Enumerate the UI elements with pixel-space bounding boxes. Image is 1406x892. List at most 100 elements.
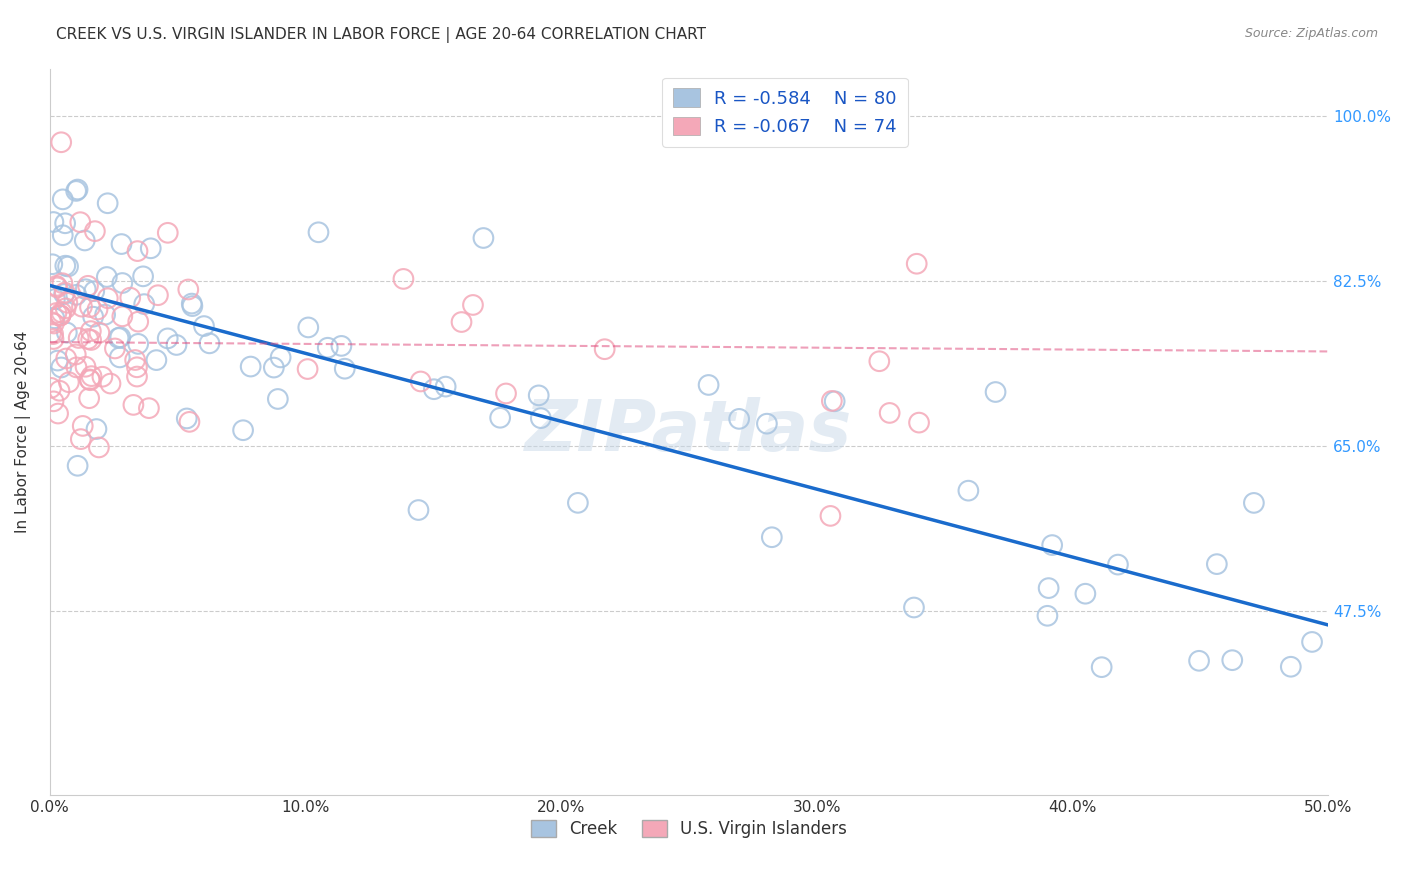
- Point: [91, 369, 114, 384]
- Point: [86, 422, 108, 436]
- Point: [66, 182, 89, 196]
- Point: [134, 297, 156, 311]
- Point: [316, 341, 339, 355]
- Point: [72, 418, 94, 433]
- Point: [86, 302, 108, 317]
- Point: [132, 269, 155, 284]
- Point: [42, 332, 65, 346]
- Point: [181, 299, 204, 313]
- Point: [472, 231, 495, 245]
- Point: [179, 415, 201, 429]
- Point: [697, 378, 720, 392]
- Point: [46, 407, 69, 421]
- Point: [138, 401, 160, 416]
- Point: [908, 416, 931, 430]
- Point: [46, 353, 69, 368]
- Point: [127, 315, 149, 329]
- Point: [107, 331, 129, 345]
- Point: [51, 305, 73, 319]
- Point: [49, 309, 72, 323]
- Point: [77, 332, 100, 346]
- Point: [1301, 635, 1323, 649]
- Point: [1074, 587, 1097, 601]
- Point: [820, 508, 842, 523]
- Point: [263, 360, 285, 375]
- Point: [100, 376, 122, 391]
- Point: [79, 373, 101, 387]
- Point: [177, 283, 200, 297]
- Point: [53, 287, 76, 301]
- Point: [39, 315, 62, 329]
- Point: [77, 278, 100, 293]
- Point: [75, 359, 97, 374]
- Point: [53, 259, 76, 273]
- Point: [87, 441, 110, 455]
- Point: [67, 331, 90, 345]
- Point: [44, 311, 66, 326]
- Point: [65, 184, 87, 198]
- Point: [567, 496, 589, 510]
- Y-axis label: In Labor Force | Age 20-64: In Labor Force | Age 20-64: [15, 330, 31, 533]
- Point: [94, 308, 117, 322]
- Point: [97, 291, 120, 305]
- Point: [527, 388, 550, 402]
- Point: [42, 394, 65, 409]
- Point: [905, 257, 928, 271]
- Point: [297, 320, 319, 334]
- Point: [45, 306, 67, 320]
- Text: Source: ZipAtlas.com: Source: ZipAtlas.com: [1244, 27, 1378, 40]
- Point: [1205, 557, 1227, 571]
- Point: [156, 331, 179, 345]
- Point: [97, 196, 120, 211]
- Point: [39, 381, 62, 395]
- Point: [392, 272, 415, 286]
- Point: [125, 360, 148, 375]
- Point: [69, 215, 91, 229]
- Point: [1040, 538, 1063, 552]
- Point: [434, 379, 457, 393]
- Legend: Creek, U.S. Virgin Islanders: Creek, U.S. Virgin Islanders: [524, 813, 853, 845]
- Point: [77, 391, 100, 405]
- Point: [56, 295, 79, 310]
- Point: [1243, 496, 1265, 510]
- Point: [1279, 659, 1302, 673]
- Point: [96, 270, 118, 285]
- Point: [267, 392, 290, 406]
- Point: [79, 300, 101, 314]
- Point: [104, 342, 127, 356]
- Point: [49, 309, 72, 323]
- Point: [39, 326, 62, 340]
- Point: [80, 333, 103, 347]
- Point: [83, 284, 105, 298]
- Point: [984, 384, 1007, 399]
- Point: [56, 260, 79, 274]
- Point: [110, 237, 132, 252]
- Point: [330, 339, 353, 353]
- Point: [42, 327, 65, 342]
- Point: [79, 372, 101, 386]
- Point: [46, 280, 69, 294]
- Point: [1107, 558, 1129, 572]
- Point: [89, 326, 111, 340]
- Point: [108, 351, 131, 365]
- Point: [55, 351, 77, 366]
- Point: [52, 228, 75, 243]
- Point: [593, 342, 616, 356]
- Point: [73, 234, 96, 248]
- Point: [48, 384, 70, 398]
- Point: [42, 215, 65, 229]
- Point: [198, 336, 221, 351]
- Point: [1036, 608, 1059, 623]
- Point: [45, 279, 67, 293]
- Point: [1220, 653, 1243, 667]
- Point: [44, 292, 66, 306]
- Point: [728, 412, 751, 426]
- Point: [193, 319, 215, 334]
- Point: [111, 276, 134, 290]
- Text: CREEK VS U.S. VIRGIN ISLANDER IN LABOR FORCE | AGE 20-64 CORRELATION CHART: CREEK VS U.S. VIRGIN ISLANDER IN LABOR F…: [56, 27, 706, 43]
- Point: [409, 375, 432, 389]
- Point: [1091, 660, 1114, 674]
- Point: [270, 351, 292, 365]
- Point: [156, 226, 179, 240]
- Point: [297, 362, 319, 376]
